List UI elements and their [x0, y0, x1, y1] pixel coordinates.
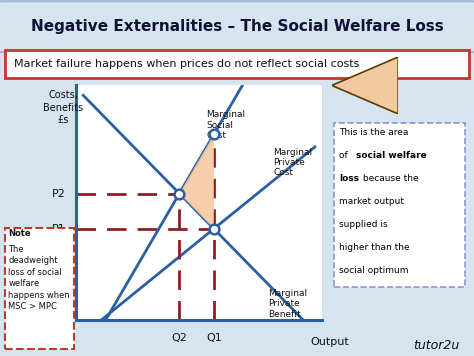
Text: supplied is: supplied is: [339, 220, 388, 229]
Text: of: of: [339, 151, 351, 160]
Text: Q1: Q1: [206, 333, 222, 343]
Text: This is the area: This is the area: [339, 128, 409, 137]
Text: tutor2u: tutor2u: [413, 339, 460, 352]
FancyBboxPatch shape: [334, 123, 465, 287]
Text: social welfare: social welfare: [356, 151, 427, 160]
Text: P1: P1: [52, 224, 66, 234]
Text: The
deadweight
loss of social
welfare
happens when
MSC > MPC: The deadweight loss of social welfare ha…: [8, 245, 70, 311]
Text: loss: loss: [339, 174, 359, 183]
Text: Marginal
Private
Cost: Marginal Private Cost: [273, 147, 312, 177]
Polygon shape: [332, 57, 398, 114]
Text: Output: Output: [310, 337, 349, 347]
FancyBboxPatch shape: [0, 1, 474, 52]
Text: P2: P2: [52, 189, 66, 199]
Polygon shape: [179, 134, 214, 229]
Text: social optimum: social optimum: [339, 266, 409, 275]
FancyBboxPatch shape: [5, 228, 73, 349]
Text: Q2: Q2: [172, 333, 187, 343]
Text: Note: Note: [8, 229, 31, 239]
FancyBboxPatch shape: [5, 50, 469, 78]
Text: because the: because the: [360, 174, 419, 183]
Text: Costs,
Benefits
£s: Costs, Benefits £s: [44, 90, 83, 125]
Text: Marginal
Social
Cost: Marginal Social Cost: [207, 110, 246, 140]
Text: higher than the: higher than the: [339, 243, 410, 252]
Text: market output: market output: [339, 197, 404, 206]
Text: Marginal
Private
Benefit: Marginal Private Benefit: [268, 289, 307, 319]
Text: Negative Externalities – The Social Welfare Loss: Negative Externalities – The Social Welf…: [31, 19, 443, 34]
Text: Market failure happens when prices do not reflect social costs: Market failure happens when prices do no…: [14, 59, 359, 69]
